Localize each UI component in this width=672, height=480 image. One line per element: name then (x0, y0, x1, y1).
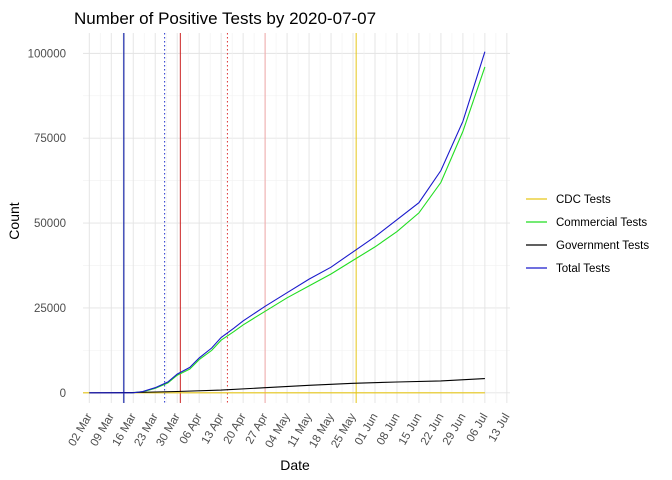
grid (83, 33, 510, 403)
y-axis-label: Count (6, 202, 22, 239)
y-tick-label: 0 (60, 388, 66, 400)
legend-label: Commercial Tests (556, 217, 647, 229)
series-line-government-tests (89, 378, 485, 394)
reference-lines (123, 33, 357, 403)
y-axis-ticks: 0 25000 50000 75000 100000 (28, 48, 66, 399)
series-lines (83, 51, 486, 394)
chart-title: Number of Positive Tests by 2020-07-07 (74, 9, 376, 28)
legend-label: Total Tests (556, 263, 610, 275)
y-tick-label: 50000 (34, 218, 66, 230)
y-tick-label: 25000 (34, 303, 66, 315)
y-tick-label: 75000 (34, 133, 66, 145)
x-tick-label: 13 Jul (487, 412, 513, 445)
x-axis-label: Date (280, 457, 310, 473)
x-tick-label: 06 Jul (465, 411, 491, 444)
legend-label: Government Tests (556, 240, 649, 252)
legend-label: CDC Tests (556, 194, 611, 206)
y-tick-label: 100000 (28, 48, 66, 60)
legend: CDC Tests Commercial Tests Government Test… (526, 194, 649, 275)
series-line-total-tests (89, 51, 486, 394)
series-line-commercial-tests (130, 66, 486, 394)
